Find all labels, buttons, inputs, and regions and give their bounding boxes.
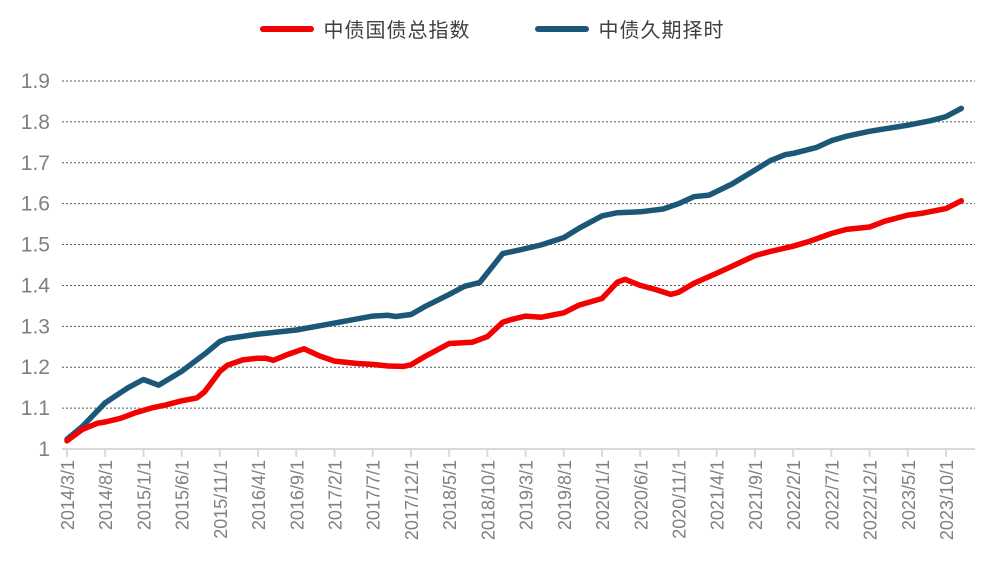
y-tick-label: 1.9 <box>21 70 50 93</box>
x-tick-label: 2023/5/1 <box>899 460 919 530</box>
blue-line-swatch-icon <box>534 25 589 32</box>
series-line-0 <box>64 198 965 444</box>
y-tick-label: 1 <box>38 438 50 461</box>
x-tick-label: 2020/1/1 <box>593 460 613 530</box>
y-tick-label: 1.5 <box>21 234 50 257</box>
x-tick-label: 2019/8/1 <box>555 460 575 530</box>
y-tick-label: 1.3 <box>21 315 50 338</box>
x-tick-label: 2017/2/1 <box>326 460 346 530</box>
x-tick-label: 2021/9/1 <box>746 460 766 530</box>
x-tick-label: 2017/12/1 <box>402 460 422 540</box>
y-tick-label: 1.7 <box>21 152 50 175</box>
x-tick-label: 2022/2/1 <box>784 460 804 530</box>
y-tick-label: 1.8 <box>21 111 50 134</box>
y-tick-label: 1.6 <box>21 193 50 216</box>
x-tick-label: 2016/9/1 <box>287 460 307 530</box>
x-tick-label: 2019/3/1 <box>517 460 537 530</box>
x-tick-label: 2017/7/1 <box>364 460 384 530</box>
x-tick-label: 2018/10/1 <box>478 460 498 540</box>
legend-item-treasury-index: 中债国债总指数 <box>259 14 471 43</box>
series-line-1 <box>64 105 965 442</box>
legend-item-duration-timing: 中债久期择时 <box>534 14 725 43</box>
x-tick-label: 2015/6/1 <box>173 460 193 530</box>
x-tick-label: 2014/8/1 <box>96 460 116 530</box>
legend-label-duration-timing: 中债久期择时 <box>598 20 725 42</box>
y-tick-label: 1.4 <box>21 274 51 297</box>
x-tick-label: 2018/5/1 <box>440 460 460 530</box>
x-tick-label: 2015/11/1 <box>211 460 231 539</box>
x-tick-label: 2023/10/1 <box>937 460 957 540</box>
chart-legend: 中债国债总指数 中债久期择时 <box>0 14 984 43</box>
x-tick-label: 2022/7/1 <box>822 460 842 530</box>
y-tick-label: 1.1 <box>21 397 50 420</box>
x-tick-label: 2014/3/1 <box>58 460 78 530</box>
x-tick-label: 2022/12/1 <box>861 460 881 540</box>
x-tick-label: 2020/11/1 <box>669 460 689 539</box>
legend-label-treasury-index: 中债国债总指数 <box>323 20 471 42</box>
x-tick-label: 2020/6/1 <box>631 460 651 530</box>
x-tick-label: 2015/1/1 <box>134 460 154 530</box>
x-tick-label: 2021/4/1 <box>708 460 728 530</box>
y-tick-label: 1.2 <box>21 356 50 379</box>
red-line-swatch-icon <box>259 25 314 32</box>
x-tick-label: 2016/4/1 <box>249 460 269 530</box>
